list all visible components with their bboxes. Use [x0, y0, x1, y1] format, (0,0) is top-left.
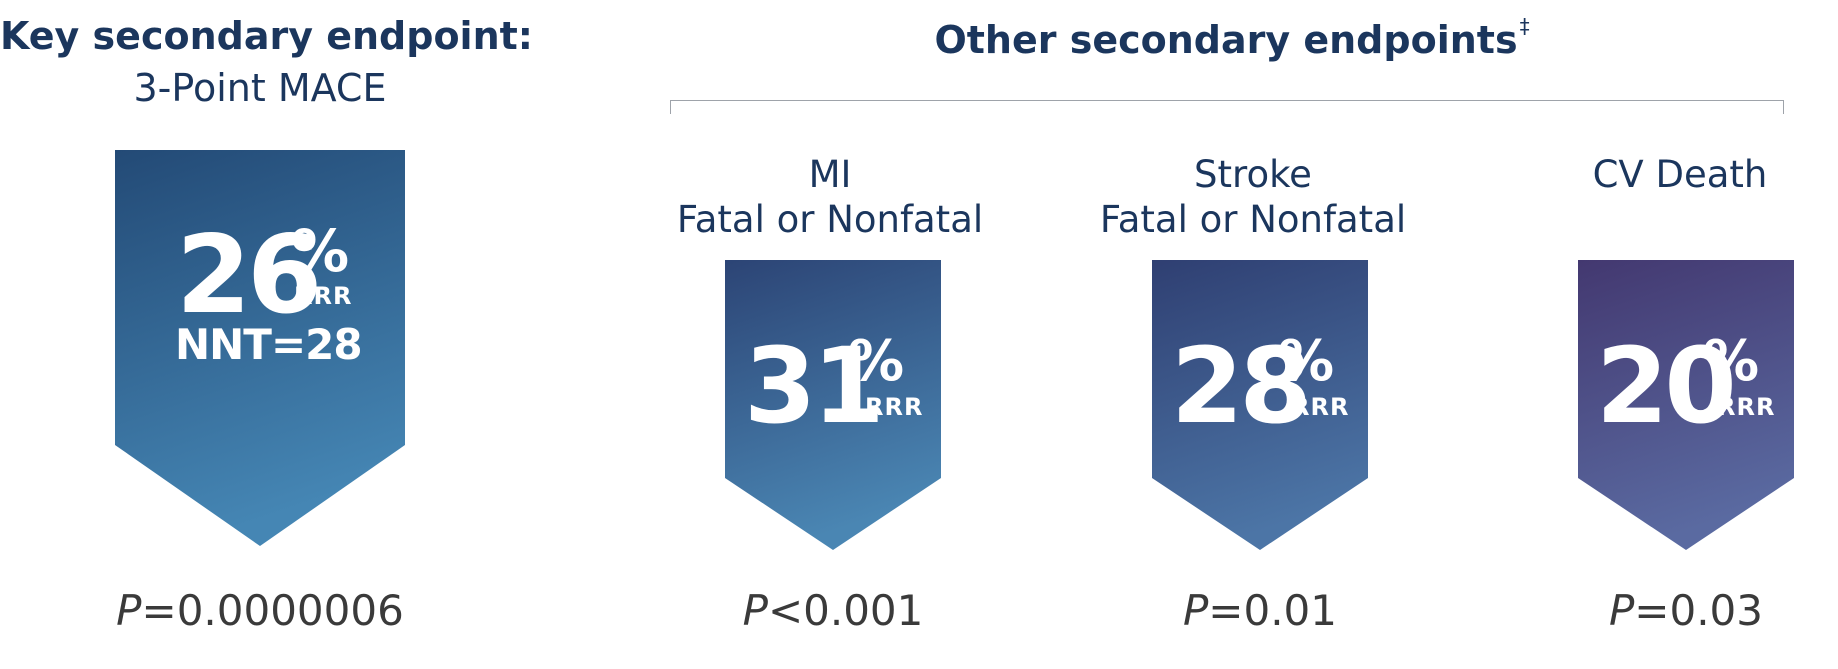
mi-p-rest: <0.001	[767, 586, 924, 635]
cv-death-p-rest: =0.03	[1634, 586, 1764, 635]
cv-death-label-line1: CV Death	[1592, 153, 1768, 196]
key-p-letter: P	[116, 586, 142, 635]
cv-death-label: CV Death	[1505, 152, 1838, 197]
mi-p-letter: P	[742, 586, 768, 635]
stroke-label-line1: Stroke	[1194, 153, 1312, 196]
stroke-p-letter: P	[1182, 586, 1209, 635]
stroke-rrr-label: RRR	[1291, 393, 1350, 421]
mi-label-line1: MI	[808, 153, 852, 196]
stroke-label: Stroke Fatal or Nonfatal	[1078, 152, 1428, 242]
cv-death-rrr-value: 20	[1596, 325, 1737, 447]
mi-rrr-value: 31	[744, 325, 885, 447]
mi-label-line2: Fatal or Nonfatal	[676, 198, 984, 241]
cv-death-rrr-label: RRR	[1717, 393, 1776, 421]
key-endpoint-chevron	[115, 150, 405, 546]
cv-death-rrr-percent: %	[1703, 329, 1760, 394]
key-endpoint-subtitle: 3-Point MACE	[133, 66, 387, 110]
key-p-value: P=0.0000006	[60, 586, 460, 635]
key-rrr-label: RRR	[294, 282, 353, 310]
mi-label: MI Fatal or Nonfatal	[655, 152, 1005, 242]
other-endpoints-title: Other secondary endpoints ‡	[672, 14, 1792, 62]
key-nnt: NNT=28	[175, 320, 363, 369]
key-p-rest: =0.0000006	[141, 586, 404, 635]
stroke-rrr-value: 28	[1171, 325, 1312, 447]
key-rrr-value: 26	[176, 213, 322, 338]
stroke-p-value: P=0.01	[1110, 586, 1410, 635]
cv-death-p-value: P=0.03	[1536, 586, 1836, 635]
stroke-label-line2: Fatal or Nonfatal	[1099, 198, 1407, 241]
mi-p-value: P<0.001	[683, 586, 983, 635]
mi-chevron	[725, 260, 941, 550]
stroke-rrr-percent: %	[1278, 329, 1335, 394]
cv-death-chevron	[1578, 260, 1794, 550]
mi-rrr-label: RRR	[865, 393, 924, 421]
other-endpoints-title-text: Other secondary endpoints	[934, 18, 1518, 62]
cv-death-p-letter: P	[1608, 586, 1635, 635]
stroke-p-rest: =0.01	[1208, 586, 1338, 635]
footnote-mark: ‡	[1519, 14, 1530, 38]
group-bracket	[670, 100, 1784, 114]
key-endpoint-title: Key secondary endpoint:	[0, 14, 533, 58]
key-rrr-percent: %	[291, 217, 350, 285]
stroke-chevron	[1152, 260, 1368, 550]
mi-rrr-percent: %	[848, 329, 905, 394]
